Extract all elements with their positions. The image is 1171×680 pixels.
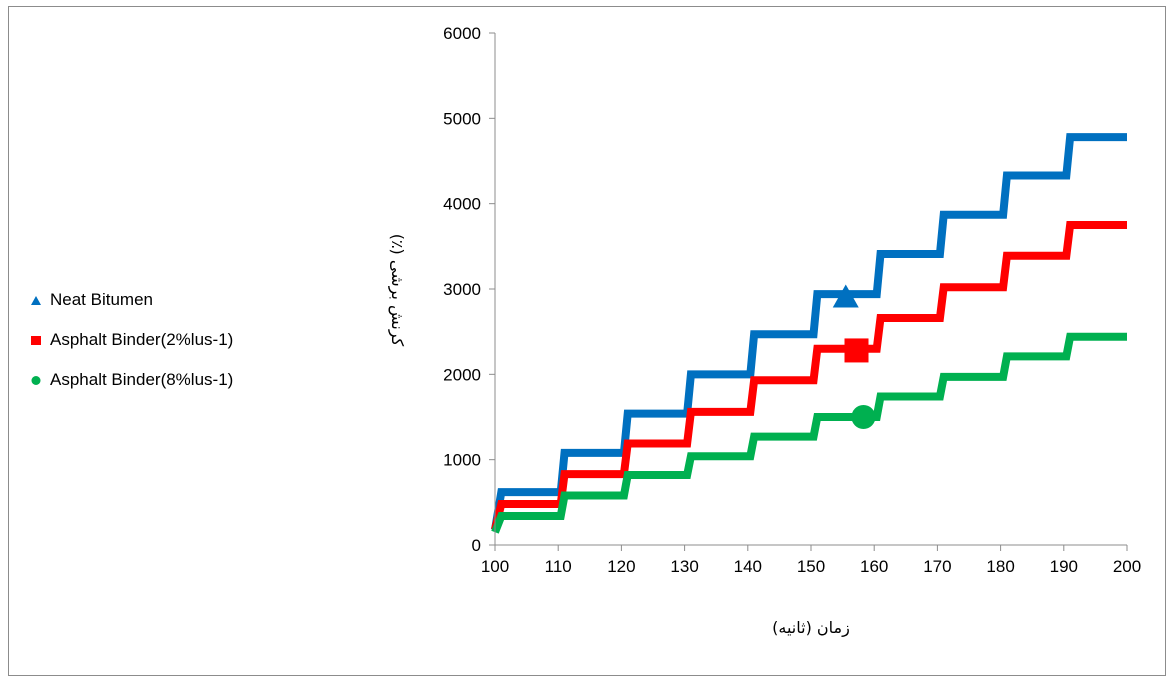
x-tick-label: 190: [1050, 557, 1078, 576]
legend: Neat Bitumen Asphalt Binder(2%lus-1) Asp…: [28, 280, 233, 400]
x-tick-label: 100: [481, 557, 509, 576]
circle-marker-icon: [28, 375, 44, 386]
y-tick-label: 0: [472, 536, 481, 555]
x-tick-label: 160: [860, 557, 888, 576]
axes-layer: 0 1000 2000 3000 4000 5000 6000 100 110 120 130 140…: [443, 24, 1141, 576]
x-tick-label: 180: [986, 557, 1014, 576]
x-tick-label: 110: [545, 557, 572, 576]
series-line: [491, 332, 1127, 534]
series-line: [491, 221, 1127, 531]
legend-item-asphalt-binder-8: Asphalt Binder(8%lus-1): [28, 360, 233, 400]
x-tick-label: 170: [923, 557, 951, 576]
y-tick-label: 4000: [443, 195, 481, 214]
series-line: [491, 133, 1127, 531]
legend-label: Neat Bitumen: [50, 290, 153, 309]
legend-item-asphalt-binder-2: Asphalt Binder(2%lus-1): [28, 320, 233, 360]
y-tick-label: 6000: [443, 24, 481, 43]
x-tick-label: 140: [734, 557, 762, 576]
y-axis-title: کرنش برشی (٪): [387, 234, 407, 347]
data-point-marker: [844, 338, 869, 363]
x-tick-label: 150: [797, 557, 825, 576]
x-tick-label: 130: [670, 557, 698, 576]
legend-item-neat-bitumen: Neat Bitumen: [28, 280, 233, 320]
legend-label: Asphalt Binder(8%lus-1): [50, 370, 234, 389]
y-tick-label: 3000: [443, 280, 481, 299]
chart-frame: [8, 6, 1166, 676]
series-layer: [491, 133, 1127, 534]
x-axis-title: زمان (ثانیه): [772, 618, 850, 638]
series-1: [491, 133, 1127, 531]
y-tick-label: 1000: [443, 451, 481, 470]
x-tick-label: 120: [607, 557, 635, 576]
x-tick-label: 200: [1113, 557, 1141, 576]
y-tick-label: 2000: [443, 365, 481, 384]
data-point-marker: [851, 405, 876, 429]
series-2: [491, 221, 1127, 531]
legend-label: Asphalt Binder(2%lus-1): [50, 330, 234, 349]
data-point-marker: [832, 284, 859, 308]
y-tick-label: 5000: [443, 109, 481, 128]
square-marker-icon: [28, 335, 44, 346]
triangle-marker-icon: [28, 295, 44, 306]
series-3: [491, 332, 1127, 534]
